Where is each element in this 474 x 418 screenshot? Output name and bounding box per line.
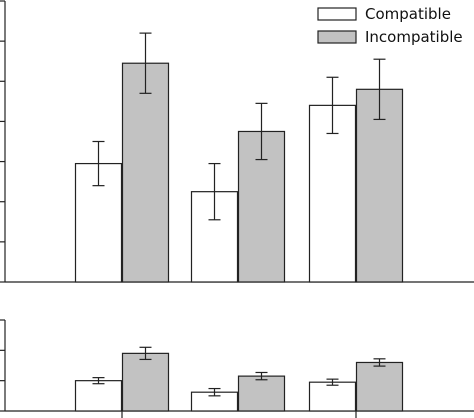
legend-swatch-incompatible bbox=[317, 30, 357, 44]
bottom-bar-compatible bbox=[74, 380, 123, 412]
top-bar-compatible bbox=[190, 191, 239, 283]
top-bar-incompatible bbox=[121, 62, 170, 283]
bottom-bar-compatible bbox=[308, 381, 357, 412]
legend-label-compatible: Compatible bbox=[365, 5, 451, 23]
legend-swatch-compatible bbox=[317, 7, 357, 21]
top-bar-compatible bbox=[308, 104, 357, 283]
bottom-bar-incompatible bbox=[121, 352, 170, 412]
legend-label-incompatible: Incompatible bbox=[365, 28, 463, 46]
bottom-bar-incompatible bbox=[355, 361, 404, 412]
bottom-bar-incompatible bbox=[237, 375, 286, 412]
top-panel bbox=[0, 0, 474, 283]
bottom-panel bbox=[0, 319, 474, 418]
legend: Compatible Incompatible bbox=[317, 5, 463, 46]
